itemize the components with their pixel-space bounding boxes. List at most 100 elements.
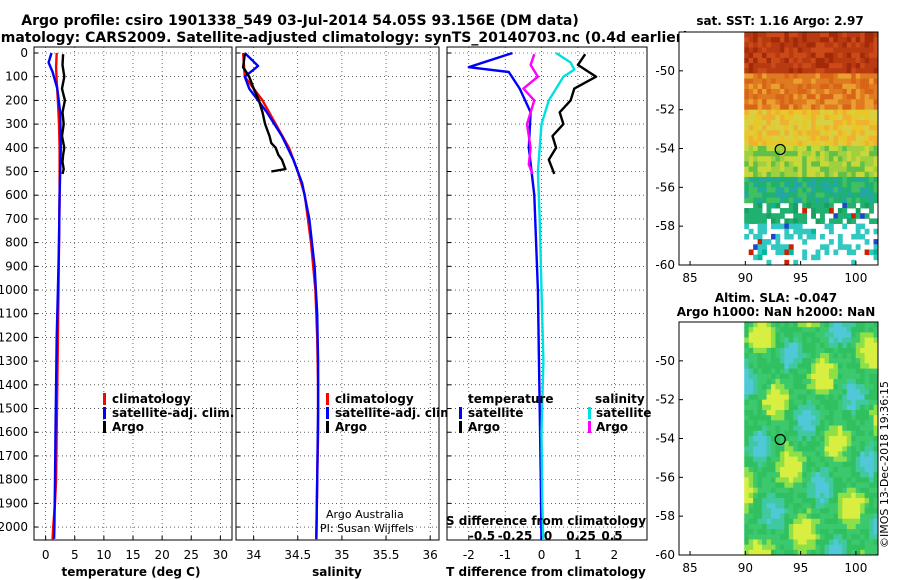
heatmap-cell — [770, 420, 776, 426]
depth-tick-label: 200 — [5, 93, 28, 107]
heatmap-cell — [828, 63, 834, 69]
heatmap-cell — [748, 63, 754, 69]
heatmap-cell — [846, 404, 852, 411]
heatmap-cell — [824, 176, 830, 183]
heatmap-cell — [788, 135, 794, 142]
heatmap-cell — [797, 342, 803, 349]
heatmap-cell — [770, 534, 776, 540]
heatmap-cell — [744, 446, 750, 452]
heatmap-cell — [851, 213, 857, 219]
heatmap-cell — [784, 37, 790, 43]
heatmap-cell — [775, 498, 781, 504]
heatmap-cell — [842, 435, 848, 442]
heatmap-cell — [851, 52, 857, 59]
heatmap-cell — [793, 161, 799, 168]
salinity-ticks: 34 34.5 35 35.5 36 — [236, 52, 438, 562]
heatmap-cell — [820, 213, 825, 219]
heatmap-cell — [869, 130, 874, 136]
map-y-tick-label: -52 — [655, 103, 675, 117]
heatmap-cell — [820, 544, 825, 551]
heatmap-cell — [828, 477, 834, 483]
heatmap-cell — [864, 389, 870, 395]
heatmap-cell — [784, 508, 790, 514]
heatmap-cell — [793, 109, 799, 116]
heatmap-cell — [770, 492, 776, 499]
heatmap-cell — [802, 503, 808, 509]
heatmap-cell — [793, 99, 799, 105]
heatmap-cell — [775, 373, 781, 380]
heatmap-cell — [802, 549, 808, 556]
heatmap-cell — [757, 171, 763, 178]
heatmap-cell — [851, 63, 857, 69]
heatmap-cell — [797, 233, 803, 240]
heatmap-cell — [806, 32, 812, 38]
heatmap-cell — [793, 399, 799, 406]
heatmap-cell — [766, 347, 772, 354]
heatmap-cell — [762, 32, 767, 38]
heatmap-cell — [869, 202, 874, 209]
heatmap-cell — [842, 441, 848, 447]
heatmap-cell — [762, 523, 767, 530]
heatmap-cell — [784, 410, 790, 416]
heatmap-cell — [802, 151, 808, 157]
heatmap-cell — [811, 88, 816, 95]
heatmap-cell — [784, 549, 790, 556]
heatmap-cell — [770, 477, 776, 483]
heatmap-cell — [820, 182, 825, 188]
heatmap-cell — [873, 389, 879, 395]
heatmap-cell — [784, 544, 790, 551]
heatmap-cell — [855, 47, 861, 54]
heatmap-cell — [770, 68, 776, 74]
heatmap-cell — [811, 213, 816, 219]
heatmap-cell — [811, 52, 816, 59]
heatmap-cell — [762, 487, 767, 494]
heatmap-cell — [748, 534, 754, 540]
heatmap-cell — [788, 415, 794, 421]
heatmap-cell — [788, 549, 794, 556]
heatmap-cell — [842, 156, 848, 162]
heatmap-cell — [797, 384, 803, 390]
heatmap-cell — [842, 342, 848, 349]
heatmap-cell — [815, 166, 821, 173]
heatmap-cell — [748, 52, 754, 59]
heatmap-cell — [833, 171, 839, 178]
heatmap-cell — [762, 145, 767, 152]
heatmap-cell — [833, 176, 839, 183]
heatmap-cell — [784, 130, 790, 136]
heatmap-cell — [815, 508, 821, 514]
heatmap-cell — [864, 477, 870, 483]
heatmap-cell — [806, 487, 812, 494]
heatmap-cell — [757, 466, 763, 473]
heatmap-cell — [775, 353, 781, 359]
heatmap-cell — [864, 466, 870, 473]
depth-tick-label: 1000 — [0, 283, 28, 297]
heatmap-cell — [797, 32, 803, 38]
heatmap-cell — [762, 461, 767, 468]
heatmap-cell — [770, 63, 776, 69]
heatmap-cell — [869, 32, 874, 38]
heatmap-cell — [762, 37, 767, 43]
heatmap-cell — [775, 378, 781, 385]
heatmap-cell — [864, 161, 870, 168]
heatmap-cell — [824, 425, 830, 432]
heatmap-cell — [815, 187, 821, 193]
heatmap-cell — [806, 508, 812, 514]
heatmap-cell — [855, 114, 861, 121]
heatmap-cell — [788, 539, 794, 546]
heatmap-cell — [820, 523, 825, 530]
heatmap-cell — [784, 327, 790, 333]
heatmap-cell — [748, 461, 754, 468]
heatmap-cell — [797, 544, 803, 551]
heatmap-cell — [753, 404, 759, 411]
heatmap-cell — [797, 347, 803, 354]
heatmap-cell — [824, 151, 830, 157]
heatmap-cell — [833, 415, 839, 421]
heatmap-cell — [753, 192, 759, 199]
heatmap-cell — [770, 197, 776, 204]
heatmap-cell — [762, 218, 767, 224]
heatmap-cell — [757, 47, 763, 54]
heatmap-cell — [806, 435, 812, 442]
heatmap-cell — [757, 94, 763, 100]
heatmap-cell — [770, 518, 776, 525]
heatmap-cell — [824, 389, 830, 395]
